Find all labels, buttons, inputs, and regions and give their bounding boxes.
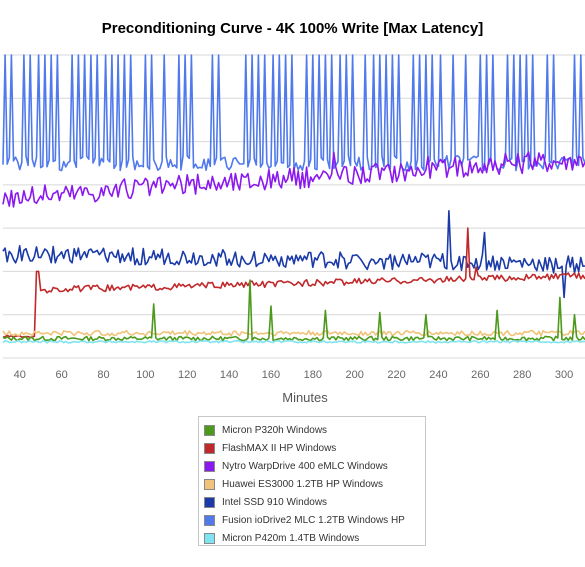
x-tick-label: 220 — [387, 369, 405, 381]
series-line-3 — [2, 329, 585, 337]
series-line-1 — [2, 227, 585, 339]
x-tick-label: 40 — [14, 369, 26, 381]
chart-title: Preconditioning Curve - 4K 100% Write [M… — [101, 20, 484, 37]
legend-label: Micron P320h Windows — [222, 424, 328, 436]
legend-item: FlashMAX II HP Windows — [204, 439, 425, 457]
x-axis-title: Minutes — [282, 390, 328, 405]
legend-item: Huawei ES3000 1.2TB HP Windows — [204, 475, 425, 493]
legend-swatch — [204, 532, 215, 544]
x-tick-labels: 40 60 80 100 120 140 160 180 200 220 240 260 280 300 — [14, 369, 574, 381]
series-line-6 — [2, 339, 585, 344]
legend-item: Nytro WarpDrive 400 eMLC Windows — [204, 457, 425, 475]
legend-item: Intel SSD 910 Windows — [204, 493, 425, 511]
legend-swatch — [204, 478, 215, 490]
x-tick-label: 160 — [262, 369, 280, 381]
legend-label: FlashMAX II HP Windows — [222, 442, 337, 454]
legend-item: Fusion ioDrive2 MLC 1.2TB Windows HP — [204, 511, 425, 529]
legend-item: Micron P320h Windows — [204, 421, 425, 439]
series-line-4 — [2, 210, 585, 299]
legend-label: Micron P420m 1.4TB Windows — [222, 532, 360, 544]
legend-label: Nytro WarpDrive 400 eMLC Windows — [222, 460, 388, 472]
x-tick-label: 260 — [471, 369, 489, 381]
x-tick-label: 60 — [55, 369, 67, 381]
legend-swatch — [204, 514, 215, 526]
x-tick-label: 300 — [555, 369, 573, 381]
x-tick-label: 120 — [178, 369, 196, 381]
legend-label: Intel SSD 910 Windows — [222, 496, 328, 508]
legend-item: Micron P420m 1.4TB Windows — [204, 529, 425, 547]
series-line-5 — [2, 54, 585, 172]
x-tick-label: 80 — [97, 369, 109, 381]
legend-swatch — [204, 460, 215, 472]
legend-label: Huawei ES3000 1.2TB HP Windows — [222, 478, 384, 490]
series-lines — [2, 54, 585, 344]
x-tick-label: 200 — [346, 369, 364, 381]
legend-swatch — [204, 424, 215, 436]
legend-swatch — [204, 496, 215, 508]
x-tick-label: 100 — [136, 369, 154, 381]
x-tick-label: 180 — [304, 369, 322, 381]
x-tick-label: 140 — [220, 369, 238, 381]
legend-label: Fusion ioDrive2 MLC 1.2TB Windows HP — [222, 514, 405, 526]
legend-swatch — [204, 442, 215, 454]
x-tick-label: 280 — [513, 369, 531, 381]
series-line-0 — [2, 279, 585, 342]
series-line-2 — [2, 151, 585, 208]
x-tick-label: 240 — [429, 369, 447, 381]
legend: Micron P320h Windows FlashMAX II HP Windo… — [198, 416, 426, 546]
